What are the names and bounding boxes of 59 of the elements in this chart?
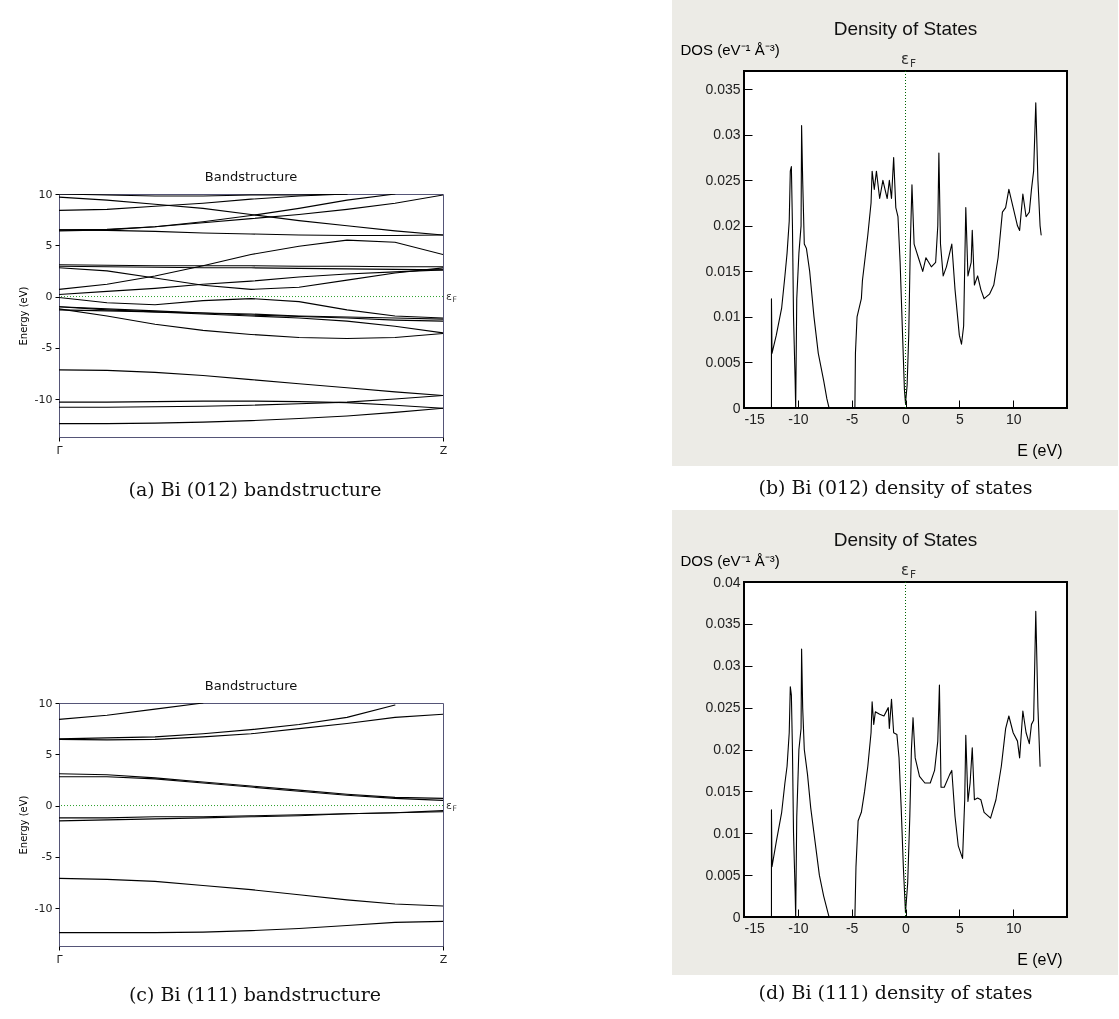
ref-line-label: εF	[901, 50, 917, 69]
x-tick-label: -5	[845, 410, 859, 427]
y-tick-label: 0.01	[713, 308, 741, 325]
x-tick-label: Z	[439, 952, 448, 966]
x-tick-label: 5	[955, 919, 964, 936]
y-tick-label: 0.02	[713, 217, 741, 234]
x-axis-title: E (eV)	[1017, 950, 1063, 968]
y-tick-label: -10	[34, 392, 53, 406]
y-tick-label: 0.005	[705, 866, 741, 883]
chart-title: Density of States	[833, 529, 978, 550]
y-tick-label: -5	[41, 850, 53, 864]
text: (b) Bi (012) density of states	[757, 476, 1034, 498]
y-tick-label: 0.02	[713, 741, 741, 757]
y-tick-label: 0.015	[705, 782, 741, 799]
y-axis-title: Energy (eV)	[17, 795, 29, 855]
y-tick-label: 0.035	[705, 615, 741, 632]
x-tick-label: Γ	[56, 443, 64, 457]
text: (c) Bi (111) bandstructure	[127, 983, 383, 1005]
y-tick-label: 10	[38, 187, 53, 201]
x-tick-label: 5	[955, 410, 964, 427]
x-tick-label: -15	[744, 919, 765, 936]
y-tick-label: 0	[732, 908, 741, 925]
y-tick-label: 5	[45, 747, 53, 761]
x-axis-title: E (eV)	[1017, 441, 1063, 459]
x-tick-label: -10	[788, 919, 809, 936]
y-tick-label: -10	[34, 901, 53, 915]
x-tick-label: 0	[902, 919, 911, 936]
x-tick-label: 10	[1005, 410, 1022, 427]
x-tick-label: 0	[902, 410, 911, 427]
x-tick-label: Z	[439, 443, 448, 457]
y-tick-label: 0.01	[713, 824, 741, 841]
y-axis-title: DOS (eV⁻¹ Å⁻³)	[680, 551, 780, 569]
chart-title: Bandstructure	[204, 678, 298, 693]
x-tick-label: -5	[845, 919, 859, 936]
y-tick-label: 0	[45, 290, 53, 304]
x-tick-label: Γ	[56, 952, 64, 966]
y-tick-label: 0.04	[713, 573, 741, 590]
x-tick-label: 10	[1005, 919, 1022, 936]
chart-title: Density of States	[833, 18, 978, 39]
y-tick-label: 0	[732, 399, 741, 416]
y-tick-label: 0.005	[705, 353, 741, 370]
chart-title: Bandstructure	[204, 169, 298, 184]
y-tick-label: 5	[45, 238, 53, 252]
y-tick-label: 0.035	[705, 80, 741, 97]
y-tick-label: 0.015	[705, 262, 741, 279]
y-tick-label: 10	[38, 696, 53, 710]
y-axis-title: Energy (eV)	[17, 286, 29, 346]
y-tick-label: -5	[41, 341, 53, 355]
y-tick-label: 0.03	[713, 126, 741, 143]
ref-line-label: εF	[901, 561, 917, 580]
y-tick-label: 0	[45, 799, 53, 813]
text: (a) Bi (012) bandstructure	[127, 478, 383, 500]
text: (d) Bi (111) density of states	[757, 981, 1034, 1003]
y-tick-label: 0.025	[705, 171, 741, 188]
x-tick-label: -15	[744, 410, 765, 427]
y-tick-label: 0.03	[713, 657, 741, 674]
x-tick-label: -10	[788, 410, 809, 427]
y-axis-title: DOS (eV⁻¹ Å⁻³)	[680, 40, 780, 58]
y-tick-label: 0.025	[705, 699, 741, 716]
